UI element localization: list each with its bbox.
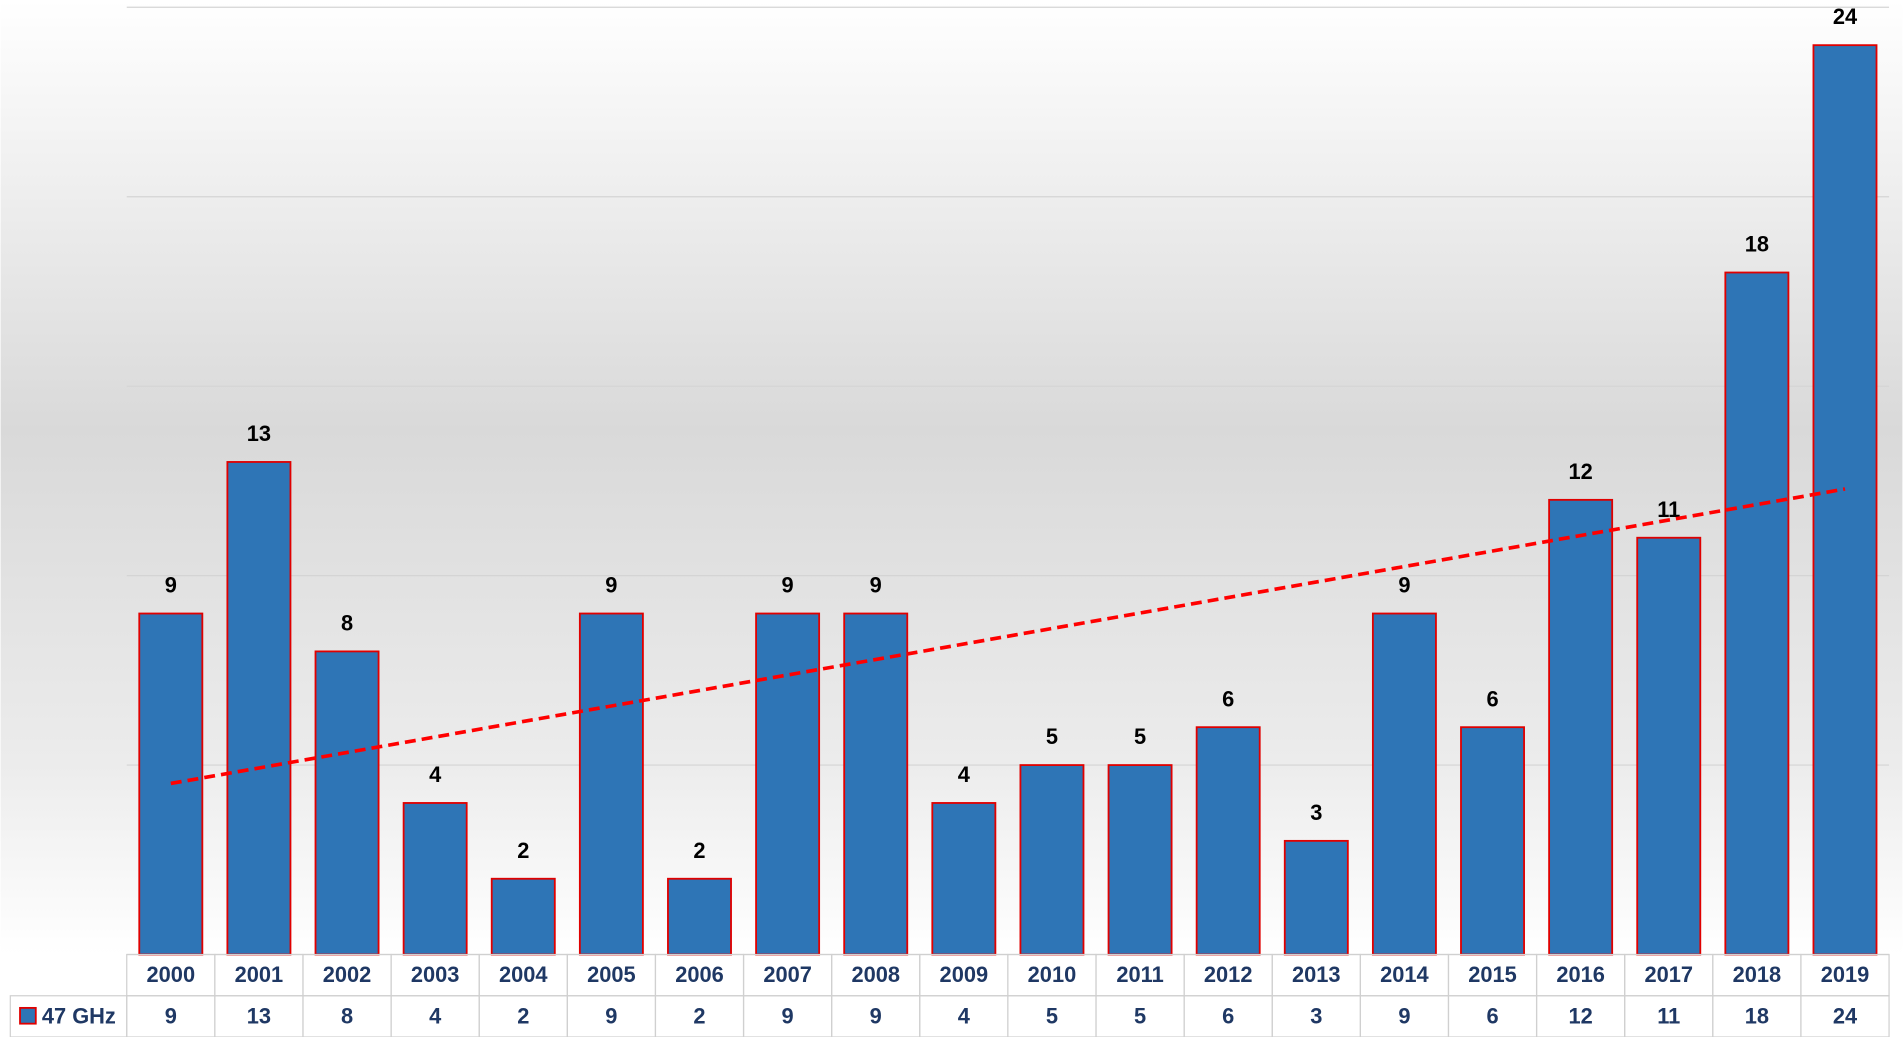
table-value: 5 xyxy=(1134,1003,1146,1028)
data-label: 9 xyxy=(605,573,617,598)
bar xyxy=(1283,839,1349,956)
bar xyxy=(314,650,380,956)
data-label: 9 xyxy=(165,573,177,598)
bar xyxy=(1548,498,1614,956)
x-tick-label: 2012 xyxy=(1204,962,1253,987)
data-label: 18 xyxy=(1745,232,1769,257)
x-tick-label: 2008 xyxy=(851,962,900,987)
x-tick-label: 2018 xyxy=(1733,962,1782,987)
bar xyxy=(667,877,732,956)
data-label: 2 xyxy=(517,838,529,863)
data-label: 9 xyxy=(870,573,882,598)
bar xyxy=(1195,726,1261,956)
data-label: 9 xyxy=(782,573,794,598)
x-tick-label: 2003 xyxy=(411,962,460,987)
x-tick-label: 2001 xyxy=(235,962,284,987)
x-tick-label: 2010 xyxy=(1028,962,1077,987)
data-label: 6 xyxy=(1222,686,1234,711)
bar xyxy=(843,612,909,956)
table-value: 4 xyxy=(429,1003,442,1028)
bar xyxy=(490,877,556,956)
x-tick-label: 2006 xyxy=(675,962,724,987)
legend-label: 47 GHz xyxy=(42,1003,116,1028)
table-value: 9 xyxy=(870,1003,882,1028)
x-tick-label: 2011 xyxy=(1116,962,1163,987)
bar xyxy=(1371,612,1437,956)
table-value: 9 xyxy=(782,1003,794,1028)
table-value: 11 xyxy=(1657,1003,1680,1028)
table-value: 8 xyxy=(341,1003,353,1028)
bar xyxy=(1724,271,1790,956)
trendline xyxy=(170,487,1846,786)
x-tick-label: 2000 xyxy=(147,962,196,987)
bar xyxy=(226,461,292,956)
bar xyxy=(1107,764,1173,956)
data-label: 5 xyxy=(1134,724,1146,749)
table-value: 2 xyxy=(693,1003,705,1028)
table-value: 9 xyxy=(1398,1003,1410,1028)
bar xyxy=(1460,726,1525,956)
table-value: 6 xyxy=(1222,1003,1234,1028)
x-tick-label: 2015 xyxy=(1468,962,1517,987)
data-label: 4 xyxy=(958,762,971,787)
x-tick-label: 2017 xyxy=(1644,962,1693,987)
table-value: 24 xyxy=(1833,1003,1858,1028)
x-tick-label: 2002 xyxy=(323,962,372,987)
table-value: 5 xyxy=(1046,1003,1058,1028)
table-value: 18 xyxy=(1745,1003,1769,1028)
data-label: 3 xyxy=(1310,800,1322,825)
bar xyxy=(402,802,468,956)
bar xyxy=(755,612,821,956)
x-tick-label: 2004 xyxy=(499,962,548,987)
table-value: 12 xyxy=(1569,1003,1593,1028)
bar xyxy=(1812,44,1878,956)
table-value: 4 xyxy=(958,1003,971,1028)
x-tick-label: 2013 xyxy=(1292,962,1341,987)
x-tick-label: 2009 xyxy=(940,962,989,987)
data-label: 12 xyxy=(1569,459,1593,484)
table-value: 2 xyxy=(517,1003,529,1028)
bar xyxy=(138,612,204,956)
bar xyxy=(1019,764,1085,956)
x-tick-label: 2019 xyxy=(1821,962,1870,987)
table-value: 9 xyxy=(165,1003,177,1028)
table-value: 6 xyxy=(1486,1003,1498,1028)
x-tick-label: 2014 xyxy=(1380,962,1429,987)
x-tick-label: 2007 xyxy=(763,962,812,987)
x-tick-label: 2016 xyxy=(1556,962,1605,987)
data-label: 13 xyxy=(247,421,271,446)
data-label: 11 xyxy=(1657,497,1680,522)
legend-swatch xyxy=(19,1006,37,1025)
bar xyxy=(931,802,997,956)
data-label: 9 xyxy=(1398,573,1410,598)
bar xyxy=(1636,536,1702,956)
table-cell xyxy=(1800,995,1890,1037)
table-value: 9 xyxy=(605,1003,617,1028)
table-value: 3 xyxy=(1310,1003,1322,1028)
data-label: 24 xyxy=(1833,4,1858,29)
x-tick-label: 2005 xyxy=(587,962,636,987)
data-label: 8 xyxy=(341,610,353,635)
data-label: 5 xyxy=(1046,724,1058,749)
data-label: 6 xyxy=(1486,686,1498,711)
data-label: 4 xyxy=(429,762,442,787)
data-label: 2 xyxy=(693,838,705,863)
bar xyxy=(578,612,644,956)
table-value: 13 xyxy=(247,1003,271,1028)
